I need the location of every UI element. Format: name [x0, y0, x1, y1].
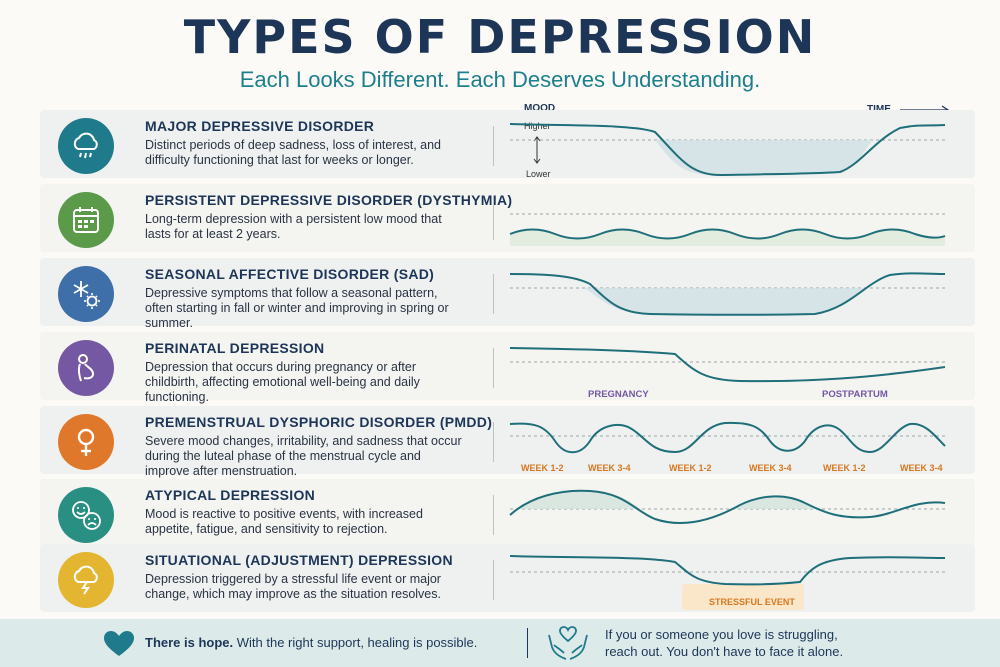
footer: There is hope. With the right support, h… [0, 619, 1000, 667]
mood-curve-situational [509, 555, 946, 610]
divider [493, 422, 494, 462]
phase-label-postpartum: POSTPARTUM [822, 389, 888, 400]
mood-curve-pmdd [509, 421, 946, 454]
row-description: Depression that occurs during pregnancy … [145, 360, 420, 404]
page-title: TYPES OF DEPRESSION [183, 10, 817, 64]
divider [493, 348, 494, 388]
row-major-depressive: MAJOR DEPRESSIVE DISORDER Distinct perio… [40, 110, 975, 179]
divider [493, 560, 494, 600]
phase-label-week: WEEK 3-4 [749, 463, 792, 473]
reach-out-line1: If you or someone you love is struggling… [605, 627, 838, 642]
phase-label-week: WEEK 3-4 [588, 463, 631, 473]
row-description: Distinct periods of deep sadness, loss o… [145, 138, 441, 167]
row-title: ATYPICAL DEPRESSION [145, 487, 316, 503]
row-pmdd: PREMENSTRUAL DYSPHORIC DISORDER (PMDD) S… [40, 406, 975, 478]
row-atypical: ATYPICAL DEPRESSION Mood is reactive to … [40, 479, 975, 547]
mood-curve-perinatal [509, 347, 946, 383]
calendar-icon [58, 192, 114, 248]
row-title: MAJOR DEPRESSIVE DISORDER [145, 118, 375, 134]
row-perinatal: PERINATAL DEPRESSION Depression that occ… [40, 332, 975, 404]
mood-lower-label: Lower [526, 169, 551, 179]
phase-label-week: WEEK 3-4 [900, 463, 943, 473]
row-situational: SITUATIONAL (ADJUSTMENT) DEPRESSION Depr… [40, 544, 975, 612]
snowflake-sun-icon [58, 266, 114, 322]
hope-rest: With the right support, healing is possi… [236, 635, 478, 650]
row-title: SITUATIONAL (ADJUSTMENT) DEPRESSION [145, 552, 453, 568]
row-title: PREMENSTRUAL DYSPHORIC DISORDER (PMDD) [145, 414, 493, 430]
mood-axis-label: MOOD [524, 103, 556, 114]
phase-label-week: WEEK 1-2 [823, 463, 866, 473]
hands-heart-icon [548, 626, 588, 660]
row-persistent-depressive: PERSISTENT DEPRESSIVE DISORDER (DYSTHYMI… [40, 184, 975, 252]
female-symbol-icon [58, 414, 114, 470]
mood-curve-seasonal [509, 272, 946, 316]
mood-curve-atypical [509, 489, 946, 525]
mood-higher-label: Higher [524, 121, 551, 131]
cloud-rain-icon [58, 118, 114, 174]
row-description: Depressive symptoms that follow a season… [145, 286, 449, 330]
row-title: PERINATAL DEPRESSION [145, 340, 325, 356]
phase-label-week: WEEK 1-2 [669, 463, 712, 473]
mood-curve-dysthymia [509, 213, 946, 246]
pregnant-figure-icon [58, 340, 114, 396]
page-subtitle: Each Looks Different. Each Deserves Unde… [239, 67, 761, 92]
footer-divider [527, 628, 528, 658]
divider [493, 200, 494, 240]
divider [493, 274, 494, 314]
row-title: PERSISTENT DEPRESSIVE DISORDER (DYSTHYMI… [145, 192, 513, 208]
row-seasonal-affective: SEASONAL AFFECTIVE DISORDER (SAD) Depres… [40, 258, 975, 330]
reach-out-line2: reach out. You don't have to face it alo… [605, 644, 844, 659]
phase-label-week: WEEK 1-2 [521, 463, 564, 473]
row-title: SEASONAL AFFECTIVE DISORDER (SAD) [145, 266, 435, 282]
row-description: Mood is reactive to positive events, wit… [145, 507, 423, 536]
divider [493, 126, 494, 166]
hope-text: There is hope. With the right support, h… [145, 635, 477, 650]
row-description: Depression triggered by a stressful life… [145, 572, 441, 601]
event-label-stressful: STRESSFUL EVENT [709, 597, 795, 607]
row-description: Severe mood changes, irritability, and s… [145, 434, 462, 478]
phase-label-pregnancy: PREGNANCY [588, 389, 649, 400]
happy-sad-faces-icon [58, 487, 114, 543]
row-description: Long-term depression with a persistent l… [145, 212, 442, 241]
divider [493, 495, 494, 535]
heart-icon [104, 631, 134, 656]
storm-cloud-icon [58, 552, 114, 608]
time-axis-label: TIME [867, 104, 891, 115]
hope-bold: There is hope. [145, 635, 234, 650]
mood-curve-major [509, 123, 946, 177]
